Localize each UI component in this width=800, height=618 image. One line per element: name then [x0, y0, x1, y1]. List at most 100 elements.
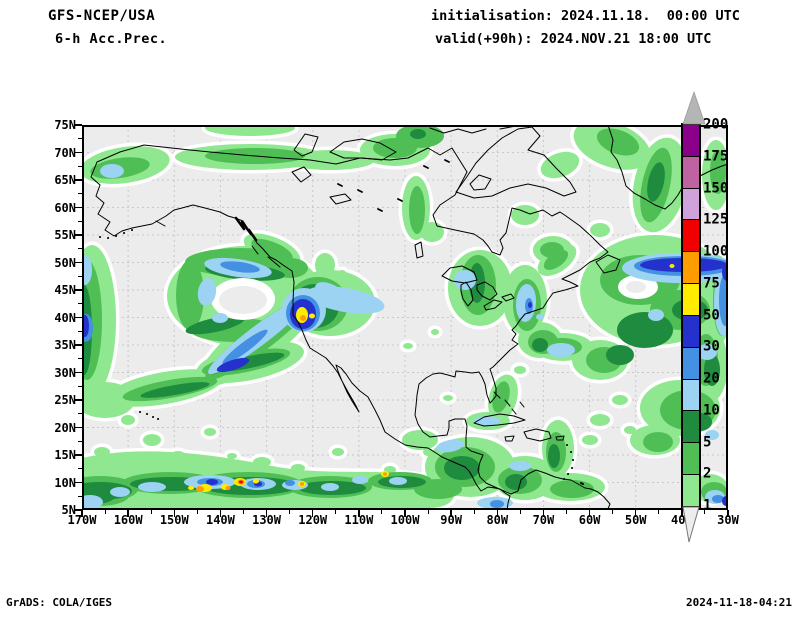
axis-tick	[496, 510, 499, 517]
axis-tick	[78, 303, 82, 305]
lon-label: 30W	[717, 513, 739, 527]
map-area	[62, 125, 738, 512]
colorbar-level-label: 75	[703, 275, 720, 292]
grads-credit: GrADS: COLA/IGES	[6, 596, 112, 609]
axis-tick	[427, 510, 429, 514]
axis-tick	[473, 510, 475, 514]
axis-tick	[173, 510, 176, 517]
axis-tick	[588, 510, 591, 517]
lon-label: 140W	[205, 513, 235, 527]
axis-tick	[75, 454, 82, 456]
axis-tick	[75, 426, 82, 429]
map-frame	[82, 125, 728, 510]
lon-label: 150W	[159, 513, 189, 527]
lat-label: 25N	[54, 393, 76, 407]
axis-tick	[658, 510, 660, 514]
lat-label: 70N	[54, 145, 76, 160]
colorbar-segment	[683, 219, 699, 252]
lat-label: 15N	[54, 448, 76, 462]
axis-tick	[75, 344, 82, 346]
colorbar-level-label: 50	[703, 307, 720, 324]
colorbar-above-max-arrow	[682, 90, 706, 125]
colorbar-segment	[683, 283, 699, 315]
colorbar-segment	[683, 155, 699, 188]
variable-title: 6-h Acc.Prec.	[55, 31, 168, 47]
colorbar-level-label: 20	[703, 370, 720, 387]
axis-tick	[78, 385, 82, 387]
axis-tick	[78, 413, 82, 415]
axis-tick	[519, 510, 521, 514]
lon-label: 80W	[486, 513, 509, 527]
colorbar-level-label: 1	[703, 497, 712, 514]
axis-tick	[150, 510, 152, 514]
axis-tick	[75, 234, 82, 236]
colorbar	[681, 123, 701, 508]
axis-tick	[404, 510, 406, 517]
lat-label: 75N	[54, 118, 76, 132]
axis-tick	[612, 510, 614, 514]
valid-time-label: valid(+90h): 2024.NOV.21 18:00 UTC	[435, 31, 712, 47]
colorbar-segment	[683, 187, 699, 220]
lon-label: 70W	[532, 513, 555, 527]
axis-tick	[450, 510, 452, 517]
axis-tick	[75, 151, 82, 154]
colorbar-level-label: 125	[703, 211, 729, 228]
colorbar-segment	[683, 474, 699, 506]
creation-timestamp: 2024-11-18-04:21	[686, 596, 792, 609]
axis-tick	[75, 206, 82, 209]
axis-tick	[75, 289, 82, 291]
lon-label: 110W	[344, 513, 374, 527]
axis-tick	[196, 510, 198, 514]
axis-tick	[127, 510, 129, 517]
lat-label: 30N	[54, 365, 76, 380]
colorbar-below-min-arrow	[682, 506, 700, 543]
colorbar-segment	[683, 410, 699, 443]
lat-label: 45N	[54, 283, 76, 297]
init-time-label: initialisation: 2024.11.18. 00:00 UTC	[431, 8, 740, 24]
lon-label: 160W	[113, 513, 143, 527]
colorbar-segment	[683, 314, 699, 347]
axis-tick	[78, 220, 82, 222]
axis-tick	[78, 275, 82, 277]
axis-tick	[75, 399, 82, 401]
precip-100-125mm-layer	[239, 480, 243, 484]
axis-tick	[566, 510, 567, 514]
dry-holes	[211, 275, 658, 320]
axis-tick	[75, 179, 82, 181]
axis-tick	[681, 510, 683, 517]
colorbar-level-label: 200	[703, 116, 729, 133]
axis-tick	[634, 510, 637, 517]
lon-label: 50W	[624, 513, 647, 527]
lat-label: 50N	[54, 255, 76, 270]
lat-label: 10N	[54, 475, 76, 490]
colorbar-level-label: 5	[703, 434, 712, 451]
axis-tick	[542, 510, 545, 517]
lon-label: 100W	[390, 513, 420, 527]
axis-tick	[78, 358, 82, 360]
colorbar-level-label: 30	[703, 338, 720, 355]
lon-label: 120W	[298, 513, 328, 527]
axis-tick	[289, 510, 291, 514]
colorbar-level-label: 150	[703, 180, 729, 197]
lon-label: 170W	[67, 513, 97, 527]
axis-tick	[219, 510, 222, 517]
colorbar-level-label: 175	[703, 148, 729, 165]
axis-tick	[243, 510, 244, 514]
axis-tick	[381, 510, 383, 514]
lat-label: 40N	[54, 310, 76, 325]
colorbar-segment	[683, 442, 699, 475]
lat-label: 65N	[54, 173, 76, 187]
axis-tick	[75, 316, 82, 319]
axis-tick	[78, 248, 82, 250]
lat-label: 5N	[61, 503, 76, 517]
axis-tick	[78, 193, 82, 195]
axis-tick	[75, 261, 82, 264]
model-title: GFS-NCEP/USA	[48, 8, 156, 24]
axis-tick	[78, 468, 82, 470]
precip-map-canvas	[62, 125, 738, 512]
axis-tick	[75, 509, 82, 511]
axis-tick	[78, 330, 82, 332]
colorbar-segment	[683, 251, 699, 284]
axis-tick	[75, 481, 82, 484]
